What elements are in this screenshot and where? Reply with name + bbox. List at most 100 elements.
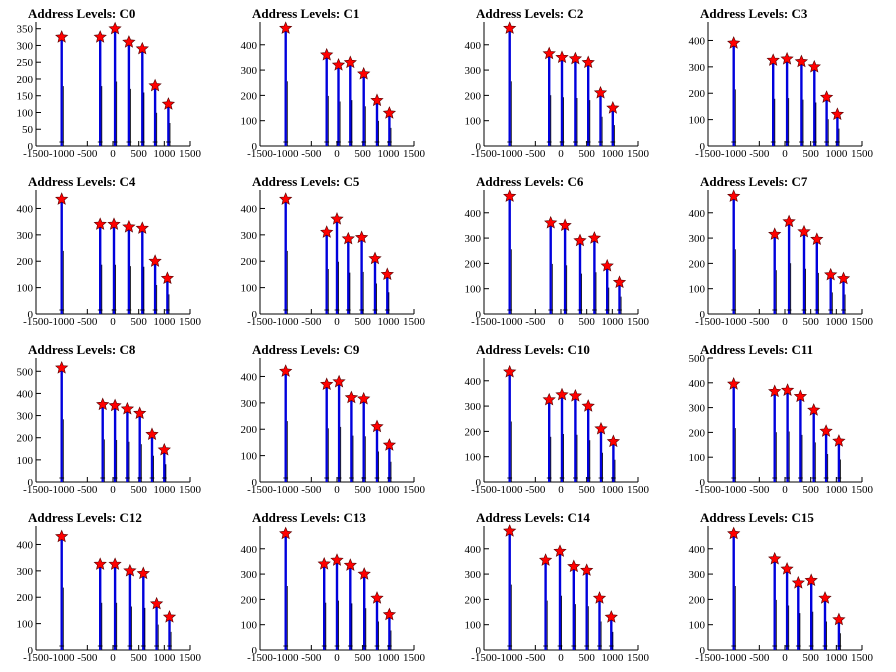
peak-star-marker — [503, 189, 517, 202]
panel-c5: Address Levels: C5 0 100 200 300 400 -1500 -100… — [241, 174, 426, 328]
y-tick-label: 200 — [465, 258, 482, 270]
peak-star-marker — [120, 401, 135, 415]
x-tick-label: 0 — [782, 484, 788, 496]
y-tick-label: 400 — [17, 203, 34, 215]
peak-star-marker — [807, 403, 821, 416]
x-tick-label: 0 — [334, 316, 340, 328]
x-tick-label: -1000 — [273, 484, 299, 496]
y-tick-label: 0 — [700, 645, 706, 657]
x-tick-label: 1000 — [825, 652, 848, 664]
histogram-peak — [773, 232, 776, 314]
x-tick-label: 500 — [354, 484, 371, 496]
x-tick-label: 500 — [130, 148, 147, 160]
histogram-peak — [142, 572, 145, 650]
y-tick-label: 200 — [465, 594, 482, 606]
y-tick-label: 300 — [17, 566, 34, 578]
histogram-peak — [153, 260, 157, 314]
x-tick-label: -500 — [77, 148, 98, 160]
x-tick-label: -1500 — [247, 484, 273, 496]
histogram-peak — [549, 221, 552, 314]
y-tick-label: 100 — [241, 116, 258, 128]
peak-star-marker — [357, 567, 371, 580]
peak-star-marker — [344, 390, 359, 404]
y-tick-label: 300 — [17, 40, 34, 52]
x-tick-label: -500 — [749, 484, 770, 496]
y-tick-label: 0 — [476, 141, 482, 153]
x-tick-label: -1500 — [471, 316, 497, 328]
peak-star-marker — [55, 361, 69, 374]
peak-star-marker — [832, 434, 846, 447]
peak-star-marker — [580, 563, 594, 576]
x-tick-label: 1500 — [627, 652, 650, 664]
histogram-peak — [375, 597, 379, 650]
x-tick-label: -1000 — [49, 652, 75, 664]
x-tick-label: 500 — [578, 484, 595, 496]
histogram-peak — [548, 51, 551, 146]
x-tick-label: -500 — [749, 652, 770, 664]
x-tick-label: 0 — [334, 148, 340, 160]
peak-star-marker — [600, 258, 614, 272]
y-tick-label: 200 — [241, 424, 258, 436]
y-tick-label: 400 — [465, 208, 482, 220]
x-tick-label: -1000 — [497, 148, 523, 160]
histogram-peak — [802, 230, 806, 314]
panel-c13: Address Levels: C13 0 100 200 300 400 -1500 -10… — [241, 510, 426, 664]
y-tick-label: 200 — [17, 433, 34, 445]
peak-star-marker — [804, 573, 818, 587]
x-tick-label: 1000 — [825, 148, 848, 160]
panel-title: Address Levels: C12 — [28, 510, 142, 525]
peak-star-marker — [133, 406, 147, 420]
x-tick-label: -1500 — [247, 652, 273, 664]
x-tick-label: 1500 — [851, 316, 874, 328]
y-tick-label: 200 — [241, 90, 258, 102]
peak-star-marker — [320, 225, 334, 238]
histogram-peak — [508, 369, 511, 482]
peak-star-marker — [780, 562, 794, 575]
peak-star-marker — [553, 544, 567, 557]
histogram-peak — [558, 549, 562, 650]
histogram-peak — [113, 404, 117, 482]
peak-star-marker — [320, 377, 334, 391]
y-tick-label: 300 — [17, 230, 34, 242]
histogram-peak — [799, 394, 802, 482]
peak-star-marker — [160, 271, 175, 285]
peak-star-marker — [108, 557, 122, 570]
peak-star-marker — [357, 66, 371, 80]
peak-star-marker — [780, 383, 795, 396]
panel-c1: Address Levels: C1 0 100 200 300 400 -1500 -100… — [241, 6, 426, 160]
histogram-peak — [618, 281, 621, 314]
histogram-peak — [60, 34, 63, 146]
histogram-peak — [560, 55, 564, 147]
peak-star-marker — [107, 217, 121, 230]
histogram-peak — [837, 619, 841, 650]
peak-star-marker — [332, 374, 346, 388]
peak-star-marker — [145, 427, 159, 441]
histogram-peak — [325, 382, 328, 482]
y-tick-label: 200 — [17, 592, 34, 604]
histogram-peak — [141, 226, 144, 314]
histogram-peak — [786, 388, 789, 482]
histogram-peak — [773, 389, 776, 482]
x-tick-label: -1500 — [471, 484, 497, 496]
x-tick-label: 0 — [110, 652, 116, 664]
histogram-peak — [337, 63, 340, 146]
panel-c3: Address Levels: C3 0 100 200 300 400 -1500 -100… — [689, 6, 874, 160]
y-tick-label: 200 — [465, 90, 482, 102]
x-tick-label: 1000 — [377, 148, 400, 160]
peak-star-marker — [824, 267, 838, 281]
y-tick-label: 100 — [465, 116, 482, 128]
histogram-peak — [323, 562, 326, 650]
peak-star-marker — [279, 21, 293, 34]
histogram-peak — [337, 379, 341, 482]
peak-star-marker — [136, 566, 150, 580]
y-tick-label: 500 — [17, 366, 34, 378]
x-tick-label: -1500 — [247, 148, 273, 160]
histogram-peak — [611, 107, 614, 146]
x-tick-label: 1500 — [403, 652, 426, 664]
y-tick-label: 200 — [689, 88, 706, 100]
peak-star-marker — [93, 557, 107, 570]
x-tick-label: 500 — [802, 652, 819, 664]
x-tick-label: 0 — [782, 148, 788, 160]
y-tick-label: 400 — [241, 203, 258, 215]
peak-star-marker — [55, 192, 69, 205]
